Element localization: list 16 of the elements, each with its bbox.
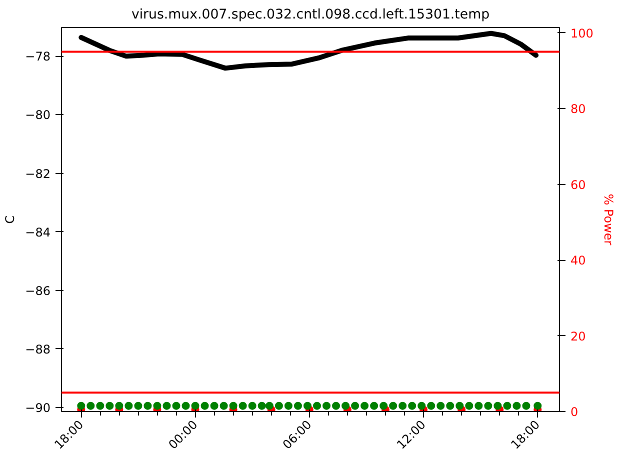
y2-tick-label: 20 — [570, 329, 586, 344]
y2-tick-label: 60 — [570, 178, 586, 192]
y-axis-title: C — [3, 215, 18, 224]
y2-tick-label: 0 — [570, 405, 578, 419]
y-tick-label: −82 — [25, 166, 51, 181]
y-tick-label: −86 — [25, 284, 51, 298]
chart-title: virus.mux.007.spec.032.cntl.098.ccd.left.15301.temp — [131, 8, 490, 22]
y2-axis-title: % Power — [601, 194, 616, 246]
y-tick-label: −80 — [25, 108, 51, 122]
y-tick-label: −78 — [25, 50, 51, 64]
y-tick-label: −88 — [25, 342, 51, 356]
y-tick-label: −84 — [25, 225, 51, 240]
y-tick-label: −90 — [25, 400, 51, 415]
y2-tick-label: 100 — [570, 26, 594, 40]
y2-tick-label: 40 — [570, 254, 586, 268]
y2-tick-label: 80 — [570, 102, 586, 116]
